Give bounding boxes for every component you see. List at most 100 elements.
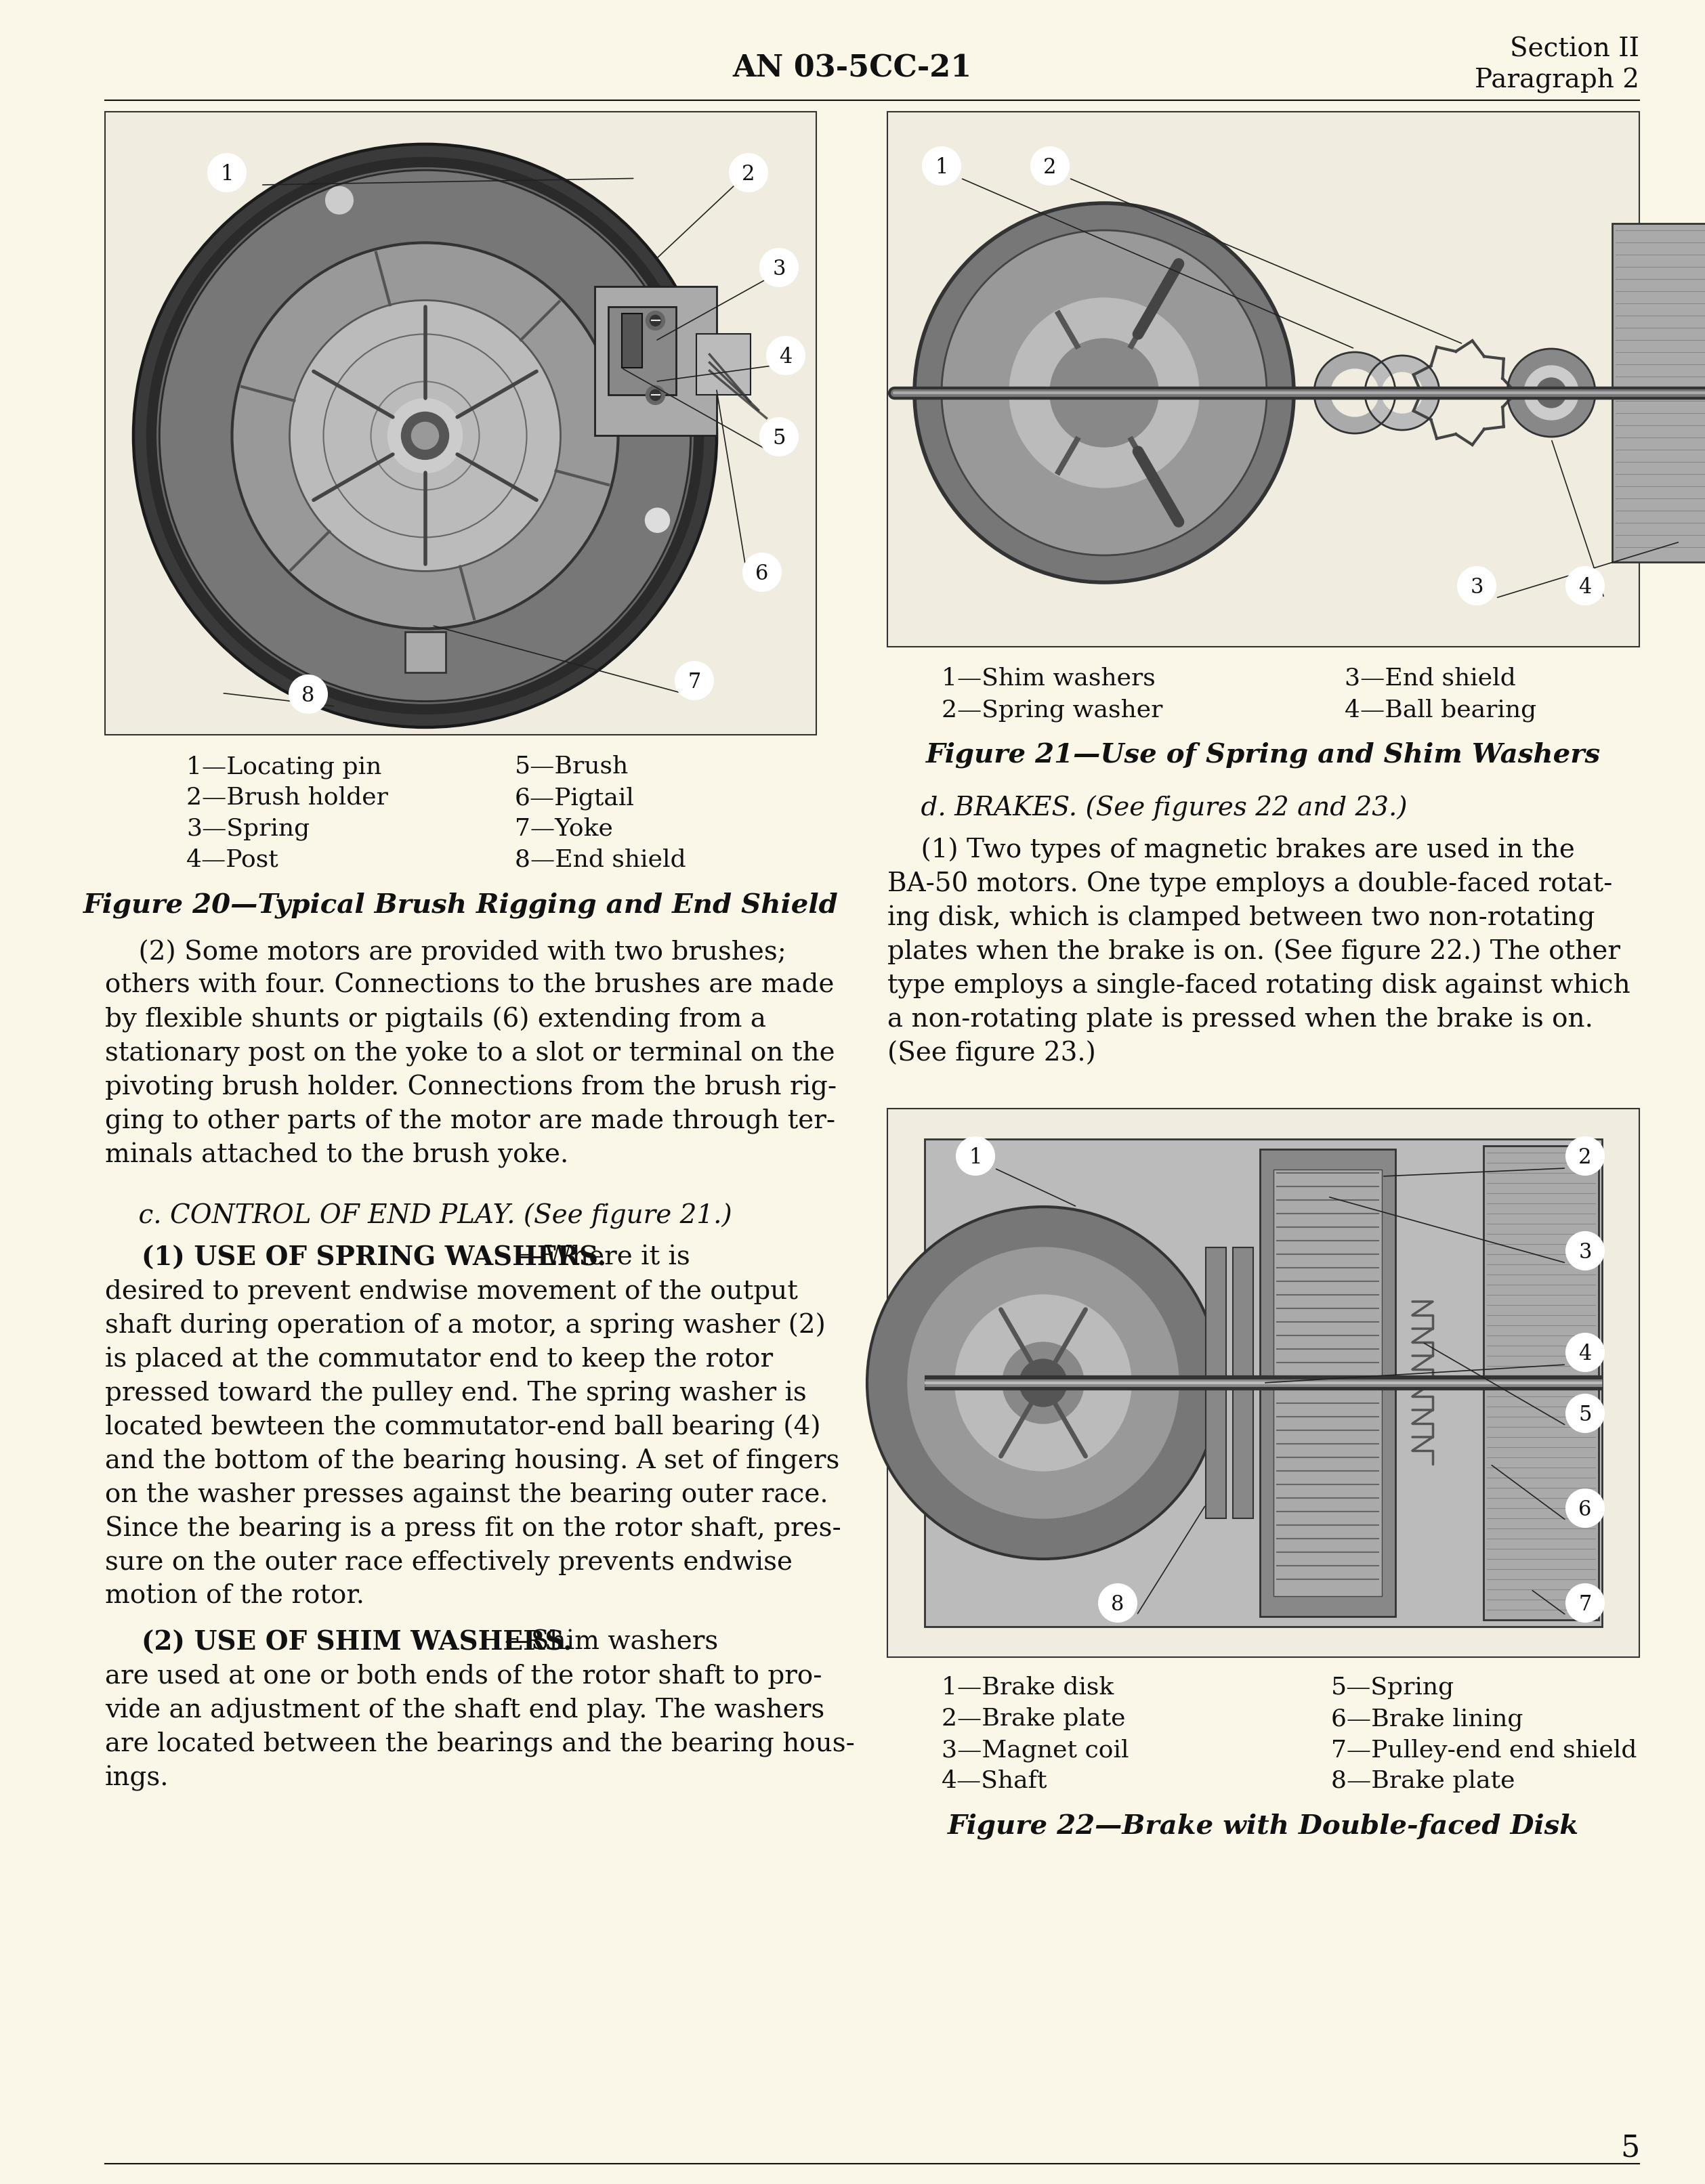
Bar [924,1140,1603,1627]
Text: located bewteen the commutator-end ball bearing (4): located bewteen the commutator-end ball … [106,1415,820,1441]
Text: 4—Shaft: 4—Shaft [941,1769,1047,1793]
Text: 4: 4 [779,347,793,367]
Text: 8—Brake plate: 8—Brake plate [1332,1769,1516,1793]
Circle shape [868,1208,1219,1559]
Circle shape [1524,365,1579,419]
Text: motion of the rotor.: motion of the rotor. [106,1583,365,1610]
Circle shape [1567,1393,1604,1433]
Circle shape [1003,1343,1084,1424]
Circle shape [387,397,462,474]
Circle shape [941,229,1267,555]
Text: 8: 8 [302,686,315,705]
Text: 8—End shield: 8—End shield [515,850,685,871]
Circle shape [1020,1358,1067,1406]
Text: 7: 7 [1579,1594,1592,1614]
Circle shape [650,314,662,325]
Text: (See figure 23.): (See figure 23.) [887,1042,1096,1068]
Bar [622,314,641,367]
Text: 2—Brake plate: 2—Brake plate [941,1708,1125,1730]
Circle shape [1567,1583,1604,1623]
Text: pivoting brush holder. Connections from the brush rig-: pivoting brush holder. Connections from … [106,1075,837,1101]
Circle shape [760,417,798,456]
Bar [1483,1147,1599,1621]
Text: 3: 3 [1579,1243,1592,1262]
Text: 1: 1 [968,1147,982,1168]
Circle shape [1032,146,1069,186]
Circle shape [208,153,246,192]
Bar [1233,1247,1253,1518]
Text: 6: 6 [755,563,769,583]
Circle shape [1567,568,1604,605]
Circle shape [1507,349,1596,437]
Circle shape [767,336,805,373]
Text: AN 03-5CC-21: AN 03-5CC-21 [733,55,972,83]
Circle shape [136,149,713,723]
Text: sure on the outer race effectively prevents endwise: sure on the outer race effectively preve… [106,1551,793,1577]
Text: is placed at the commutator end to keep the rotor: is placed at the commutator end to keep … [106,1348,772,1372]
Text: type employs a single-faced rotating disk against which: type employs a single-faced rotating dis… [887,974,1630,998]
Circle shape [760,249,798,286]
Bar [404,631,445,673]
Text: 4—Post: 4—Post [186,850,280,871]
Text: 5—Brush: 5—Brush [515,756,629,778]
Text: Figure 22—Brake with Double-faced Disk: Figure 22—Brake with Double-faced Disk [948,1813,1579,1839]
Text: are used at one or both ends of the rotor shaft to pro-: are used at one or both ends of the roto… [106,1664,822,1688]
Text: and the bottom of the bearing housing. A set of fingers: and the bottom of the bearing housing. A… [106,1448,839,1474]
Circle shape [1332,369,1379,417]
Text: (2) USE OF SHIM WASHERS.: (2) USE OF SHIM WASHERS. [106,1629,573,1655]
Circle shape [1050,339,1158,448]
Text: ging to other parts of the motor are made through ter-: ging to other parts of the motor are mad… [106,1109,835,1133]
Circle shape [1567,1334,1604,1372]
Text: —Shim washers: —Shim washers [505,1629,718,1655]
Circle shape [1439,369,1487,417]
Text: 1: 1 [220,164,234,183]
Text: 5: 5 [1620,2134,1639,2162]
Circle shape [1381,373,1422,413]
Circle shape [401,413,448,459]
Text: 2—Brush holder: 2—Brush holder [186,786,389,810]
Text: 4—Ball bearing: 4—Ball bearing [1345,699,1536,721]
Bar [696,334,750,395]
Circle shape [1567,1489,1604,1527]
Text: on the washer presses against the bearing outer race.: on the washer presses against the bearin… [106,1483,829,1509]
Text: 2: 2 [1579,1147,1592,1168]
Text: 6—Brake lining: 6—Brake lining [1332,1708,1523,1730]
Text: vide an adjustment of the shaft end play. The washers: vide an adjustment of the shaft end play… [106,1697,825,1723]
Circle shape [1009,297,1199,487]
Bar [887,111,1639,646]
Text: 3: 3 [1470,577,1483,598]
Circle shape [1567,1138,1604,1175]
Bar [1260,1149,1395,1616]
Text: 2: 2 [742,164,755,183]
Circle shape [232,242,619,629]
Text: —Where it is: —Where it is [518,1245,691,1271]
Circle shape [922,146,960,186]
Text: 5—Spring: 5—Spring [1332,1675,1454,1699]
Circle shape [290,299,561,572]
Circle shape [1536,378,1567,408]
Text: plates when the brake is on. (See figure 22.) The other: plates when the brake is on. (See figure… [887,939,1620,965]
Text: (2) Some motors are provided with two brushes;: (2) Some motors are provided with two br… [106,939,786,965]
Circle shape [1567,1232,1604,1269]
Circle shape [1366,356,1439,430]
Bar [106,111,817,734]
Text: are located between the bearings and the bearing hous-: are located between the bearings and the… [106,1732,854,1758]
Circle shape [646,387,665,404]
Circle shape [650,389,662,400]
Text: others with four. Connections to the brushes are made: others with four. Connections to the bru… [106,974,834,998]
Circle shape [914,203,1294,583]
Text: ing disk, which is clamped between two non-rotating: ing disk, which is clamped between two n… [887,906,1594,930]
Circle shape [290,675,327,714]
Text: d. BRAKES. (See figures 22 and 23.): d. BRAKES. (See figures 22 and 23.) [887,795,1407,821]
Bar [887,1109,1639,1658]
Text: c. CONTROL OF END PLAY. (See figure 21.): c. CONTROL OF END PLAY. (See figure 21.) [106,1203,731,1230]
Text: Figure 21—Use of Spring and Shim Washers: Figure 21—Use of Spring and Shim Washers [926,743,1601,767]
Text: desired to prevent endwise movement of the output: desired to prevent endwise movement of t… [106,1280,798,1304]
Text: 1—Shim washers: 1—Shim washers [941,666,1156,690]
Circle shape [957,1138,994,1175]
Text: 8: 8 [1112,1594,1124,1614]
Text: stationary post on the yoke to a slot or terminal on the: stationary post on the yoke to a slot or… [106,1042,835,1066]
Text: (1) Two types of magnetic brakes are used in the: (1) Two types of magnetic brakes are use… [887,839,1575,863]
Bar [1274,1171,1381,1597]
Text: 2: 2 [1043,157,1057,177]
